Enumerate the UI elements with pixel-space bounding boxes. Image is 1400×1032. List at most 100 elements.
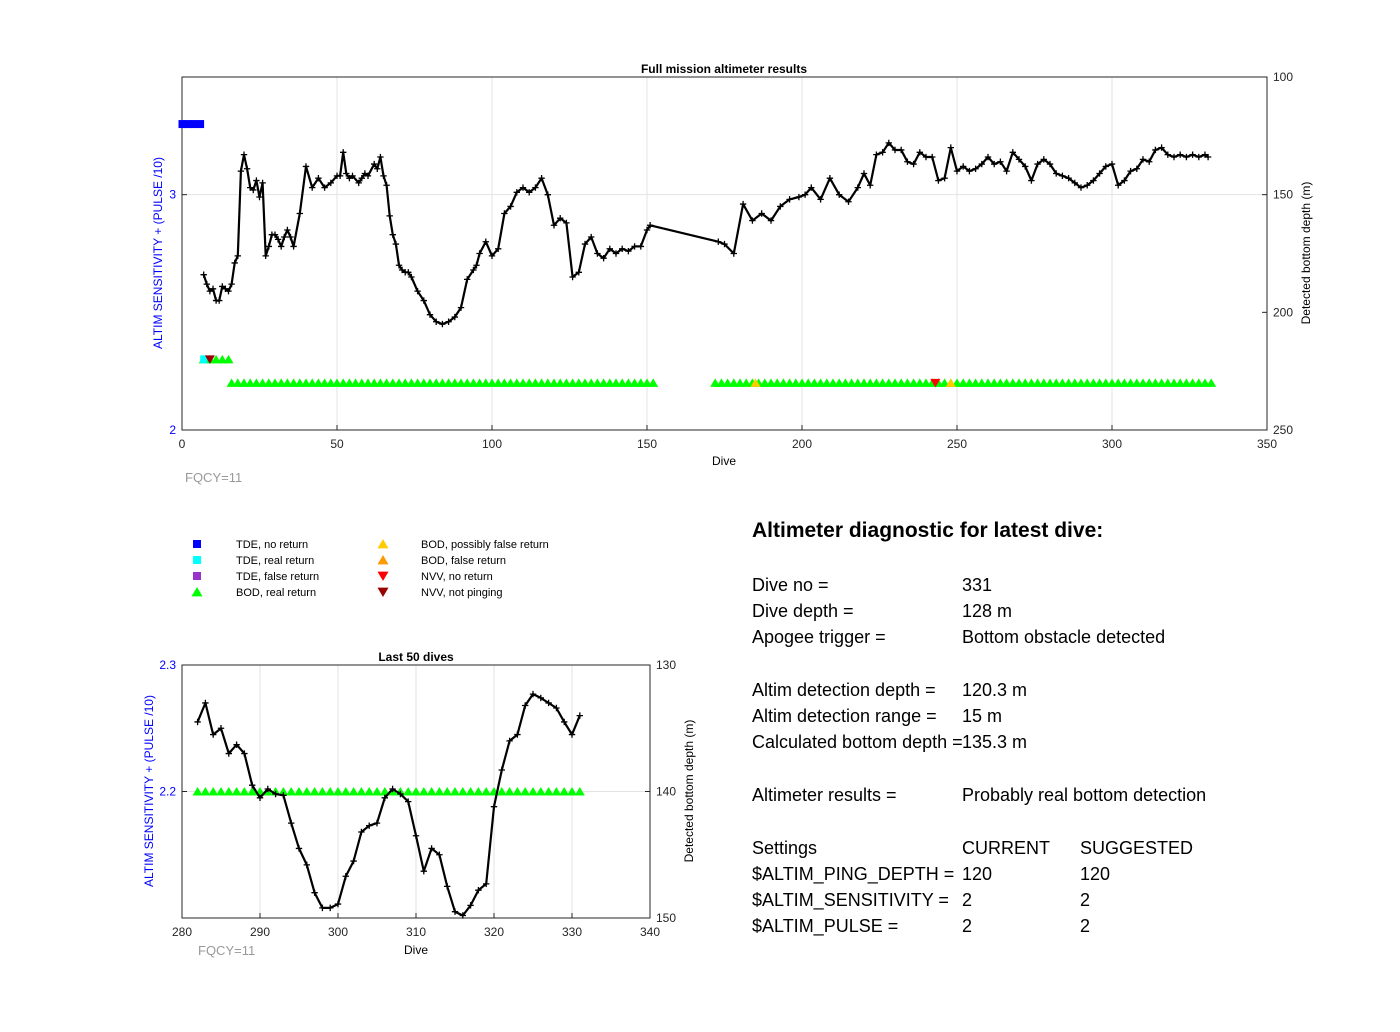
status-marker-square xyxy=(178,120,186,129)
bottom-depth-point xyxy=(334,900,342,908)
status-marker-triangle xyxy=(457,787,468,796)
bottom-depth-point xyxy=(237,167,245,175)
calc-depth-value: 135.3 m xyxy=(962,732,1028,752)
status-marker-triangle xyxy=(481,787,492,796)
suggested-header: SUGGESTED xyxy=(1080,838,1194,858)
bottom-depth-point xyxy=(217,725,225,732)
main-y-label: ALTIM SENSITIVITY + (PULSE /10) xyxy=(151,157,165,349)
main-y2-ticks: 100 150 200 250 xyxy=(1262,70,1293,437)
bottom-depth-point xyxy=(1146,158,1153,165)
bottom-depth-point xyxy=(1059,172,1066,180)
x-tick-label: 350 xyxy=(1257,437,1277,451)
status-marker-triangle xyxy=(465,787,476,796)
bottom-depth-point xyxy=(233,741,240,748)
y-tick-label: 3 xyxy=(169,188,176,202)
bottom-depth-point xyxy=(234,252,241,260)
bottom-depth-point xyxy=(228,280,235,288)
bottom-depth-point xyxy=(476,250,483,257)
bottom-depth-point xyxy=(506,737,513,745)
status-marker-triangle xyxy=(504,787,515,796)
small-y-label: ALTIM SENSITIVITY + (PULSE /10) xyxy=(142,695,156,887)
legend-label: NVV, not pinging xyxy=(421,587,503,599)
bottom-depth-point xyxy=(473,262,480,269)
bottom-depth-point xyxy=(439,320,446,328)
bottom-depth-point xyxy=(1084,182,1091,189)
main-grid xyxy=(182,77,1267,430)
legend-label: TDE, real return xyxy=(236,555,314,567)
legend-label: TDE, false return xyxy=(236,571,319,583)
bottom-depth-point xyxy=(594,250,601,257)
bottom-depth-point xyxy=(1127,167,1134,175)
altim-depth-label: Altim detection depth = xyxy=(752,680,936,700)
status-marker-triangle xyxy=(364,787,375,796)
bottom-depth-point xyxy=(966,167,973,175)
bottom-depth-point xyxy=(529,690,537,698)
legend-marker-square xyxy=(193,556,201,564)
apogee-label: Apogee trigger = xyxy=(752,627,886,647)
bottom-depth-point xyxy=(309,184,316,191)
legend-label: TDE, no return xyxy=(236,539,308,551)
bottom-depth-point xyxy=(581,240,589,248)
x-tick-label: 310 xyxy=(406,925,426,939)
bottom-depth-point xyxy=(978,160,985,168)
bottom-depth-point xyxy=(200,271,207,278)
bottom-depth-point xyxy=(498,766,505,774)
bottom-depth-point xyxy=(451,908,459,915)
bottom-depth-point xyxy=(397,790,404,798)
bottom-depth-point xyxy=(490,803,498,810)
bottom-depth-point xyxy=(243,165,251,172)
bottom-depth-point xyxy=(457,304,465,311)
bottom-depth-point xyxy=(253,177,260,184)
bottom-depth-point xyxy=(366,822,373,829)
bottom-depth-point xyxy=(1015,156,1023,163)
bottom-depth-point xyxy=(350,857,357,865)
y-tick-label: 2.2 xyxy=(159,785,176,799)
x-tick-label: 320 xyxy=(484,925,504,939)
small-y2-label: Detected bottom depth (m) xyxy=(682,720,696,863)
bottom-depth-point xyxy=(451,313,458,321)
bottom-depth-point xyxy=(295,845,303,852)
bottom-depth-point xyxy=(1195,153,1202,161)
bottom-depth-point xyxy=(612,250,620,257)
altim-range-value: 15 m xyxy=(962,706,1003,726)
status-marker-triangle xyxy=(543,787,554,796)
y2-tick-label: 200 xyxy=(1273,305,1293,319)
x-tick-label: 300 xyxy=(1102,437,1122,451)
bottom-depth-point xyxy=(311,889,318,896)
bottom-depth-point xyxy=(519,184,527,191)
main-footnote: FQCY=11 xyxy=(185,470,242,485)
bottom-depth-point xyxy=(1034,160,1041,168)
bottom-depth-point xyxy=(721,240,728,248)
bottom-depth-point xyxy=(817,196,824,203)
y2-tick-label: 100 xyxy=(1273,70,1293,84)
bottom-depth-point xyxy=(1189,151,1196,158)
legend-label: BOD, possibly false return xyxy=(421,539,549,551)
bottom-depth-point xyxy=(860,170,868,177)
small-chart-title: Last 50 dives xyxy=(378,650,454,664)
bottom-depth-point xyxy=(514,731,521,738)
bottom-depth-point xyxy=(749,217,756,224)
status-marker-triangle xyxy=(192,787,203,796)
bottom-depth-point xyxy=(412,832,420,839)
x-tick-label: 300 xyxy=(328,925,348,939)
status-marker-triangle xyxy=(496,787,507,796)
bottom-depth-point xyxy=(606,245,613,252)
bottom-depth-point xyxy=(377,153,384,161)
legend-marker-triangle xyxy=(377,555,389,565)
bottom-depth-point xyxy=(264,785,271,793)
main-chart-title: Full mission altimeter results xyxy=(641,62,807,76)
status-marker-triangle xyxy=(426,787,437,796)
bottom-depth-point xyxy=(280,792,287,799)
bottom-depth-point xyxy=(836,191,843,198)
bottom-depth-point xyxy=(826,174,834,182)
status-marker-triangle xyxy=(286,787,297,796)
bottom-depth-point xyxy=(538,174,545,182)
bottom-depth-point xyxy=(380,172,387,180)
x-tick-label: 280 xyxy=(172,925,192,939)
dive-depth-label: Dive depth = xyxy=(752,601,854,621)
main-plot-frame xyxy=(181,76,1268,431)
bottom-depth-point xyxy=(795,193,803,201)
bottom-depth-point xyxy=(1009,149,1016,156)
bottom-depth-point xyxy=(522,702,529,709)
